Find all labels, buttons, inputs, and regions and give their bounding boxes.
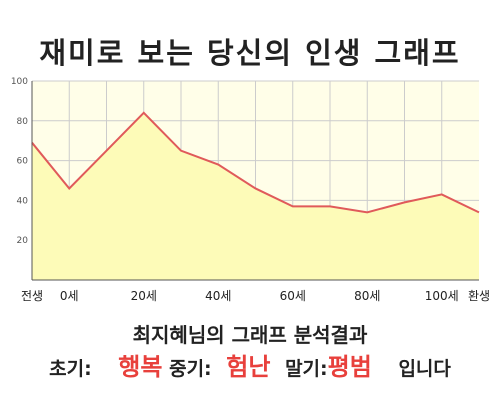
late-value: 평범 <box>327 353 372 381</box>
y-tick-label: 60 <box>17 157 29 167</box>
page-title: 재미로 보는 당신의 인생 그래프 <box>39 36 461 70</box>
x-tick-label: 환생 <box>468 289 490 303</box>
y-tick-label: 100 <box>11 77 28 87</box>
series-line <box>31 111 480 214</box>
x-tick-label: 80세 <box>354 289 380 303</box>
x-tick-label: 0세 <box>60 289 79 303</box>
x-tick-label: 전생 <box>21 289 43 303</box>
x-tick-labels: 전생 0세 20세 40세 60세 80세 100세 환생 <box>21 289 490 303</box>
ending-text: 입니다 <box>398 358 451 380</box>
y-tick-labels: 20 40 60 80 100 <box>11 77 28 246</box>
x-tick-label: 20세 <box>131 289 157 303</box>
axes <box>31 81 479 281</box>
summary-line: 초기: 행복 중기: 험난 말기:평범 입니다 <box>0 347 500 382</box>
early-value: 행복 <box>118 353 163 381</box>
x-tick-label: 40세 <box>205 289 231 303</box>
early-label: 초기: <box>49 358 92 380</box>
x-tick-label: 100세 <box>425 289 459 303</box>
middle-label: 중기: <box>169 358 212 380</box>
middle-value: 험난 <box>226 353 271 381</box>
summary-title: 최지혜님의 그래프 분석결과 <box>132 323 368 347</box>
area-fill <box>32 112 479 280</box>
y-tick-label: 80 <box>17 117 29 127</box>
x-tick-label: 60세 <box>280 289 306 303</box>
late-label: 말기: <box>285 358 328 380</box>
y-tick-label: 40 <box>17 196 29 206</box>
y-tick-label: 20 <box>17 236 29 246</box>
